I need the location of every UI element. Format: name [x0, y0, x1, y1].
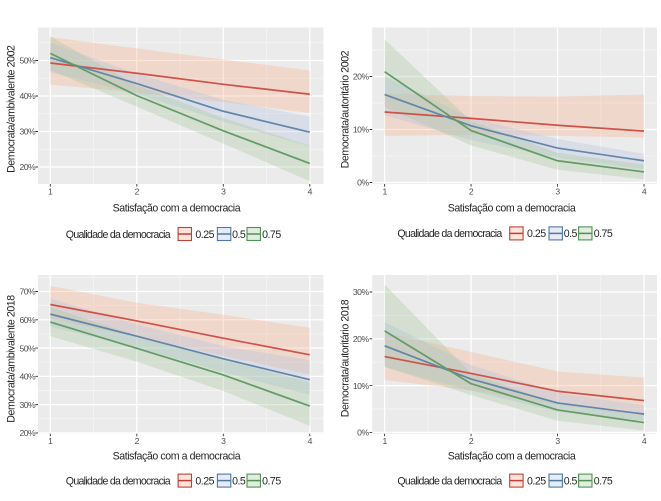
svg-text:40%: 40%	[19, 372, 36, 382]
svg-text:1: 1	[48, 436, 53, 446]
svg-text:0.5: 0.5	[232, 475, 246, 487]
svg-text:Satisfação com a democracia: Satisfação com a democracia	[448, 451, 576, 463]
svg-text:Democrata/ambivalente 2002: Democrata/ambivalente 2002	[6, 45, 18, 173]
svg-text:0%: 0%	[357, 428, 369, 438]
svg-text:Satisfação com a democracia: Satisfação com a democracia	[113, 202, 241, 214]
svg-text:1: 1	[382, 187, 387, 197]
svg-text:60%: 60%	[19, 315, 36, 325]
svg-text:0.25: 0.25	[195, 229, 214, 241]
svg-text:0.5: 0.5	[564, 228, 578, 240]
svg-text:70%: 70%	[19, 287, 36, 297]
svg-text:2: 2	[135, 187, 140, 197]
svg-text:Qualidade da democracia: Qualidade da democracia	[66, 475, 171, 487]
svg-text:50%: 50%	[19, 56, 36, 66]
svg-text:2: 2	[469, 436, 474, 446]
svg-text:0.25: 0.25	[195, 475, 214, 487]
svg-text:40%: 40%	[19, 91, 36, 101]
svg-text:4: 4	[308, 436, 313, 446]
svg-text:3: 3	[555, 187, 560, 197]
svg-text:30%: 30%	[353, 287, 370, 297]
svg-text:2: 2	[469, 187, 474, 197]
svg-text:3: 3	[221, 187, 226, 197]
svg-text:0.25: 0.25	[527, 228, 546, 240]
svg-text:Satisfação com a democracia: Satisfação com a democracia	[113, 451, 241, 463]
svg-text:2: 2	[135, 436, 140, 446]
svg-text:0.5: 0.5	[232, 229, 246, 241]
svg-text:10%: 10%	[353, 125, 370, 135]
svg-text:1: 1	[48, 187, 53, 197]
svg-text:30%: 30%	[19, 400, 36, 410]
svg-text:0.25: 0.25	[527, 475, 546, 487]
svg-text:10%: 10%	[353, 381, 370, 391]
svg-text:20%: 20%	[353, 334, 370, 344]
svg-text:Democrata/autoritário 2002: Democrata/autoritário 2002	[340, 50, 352, 168]
svg-text:20%: 20%	[19, 162, 36, 172]
svg-text:20%: 20%	[353, 72, 370, 82]
svg-text:20%: 20%	[19, 428, 36, 438]
svg-text:0.5: 0.5	[564, 475, 578, 487]
svg-text:4: 4	[642, 436, 647, 446]
svg-text:0.75: 0.75	[262, 475, 281, 487]
svg-text:Qualidade da democracia: Qualidade da democracia	[397, 228, 502, 240]
svg-text:4: 4	[308, 187, 313, 197]
svg-text:Democrata/ambivalente 2018: Democrata/ambivalente 2018	[6, 295, 18, 423]
svg-text:0.75: 0.75	[594, 475, 613, 487]
svg-text:30%: 30%	[19, 127, 36, 137]
svg-text:Qualidade da democracia: Qualidade da democracia	[66, 229, 171, 241]
svg-text:0.75: 0.75	[594, 228, 613, 240]
svg-text:Satisfação com a democracia: Satisfação com a democracia	[448, 202, 576, 214]
svg-text:3: 3	[555, 436, 560, 446]
svg-text:1: 1	[382, 436, 387, 446]
svg-text:Democrata/autoritário 2018: Democrata/autoritário 2018	[340, 299, 352, 417]
svg-text:0%: 0%	[357, 178, 369, 188]
svg-text:4: 4	[642, 187, 647, 197]
svg-text:Qualidade da democracia: Qualidade da democracia	[397, 475, 502, 487]
svg-text:0.75: 0.75	[262, 229, 281, 241]
svg-text:50%: 50%	[19, 343, 36, 353]
svg-text:3: 3	[221, 436, 226, 446]
